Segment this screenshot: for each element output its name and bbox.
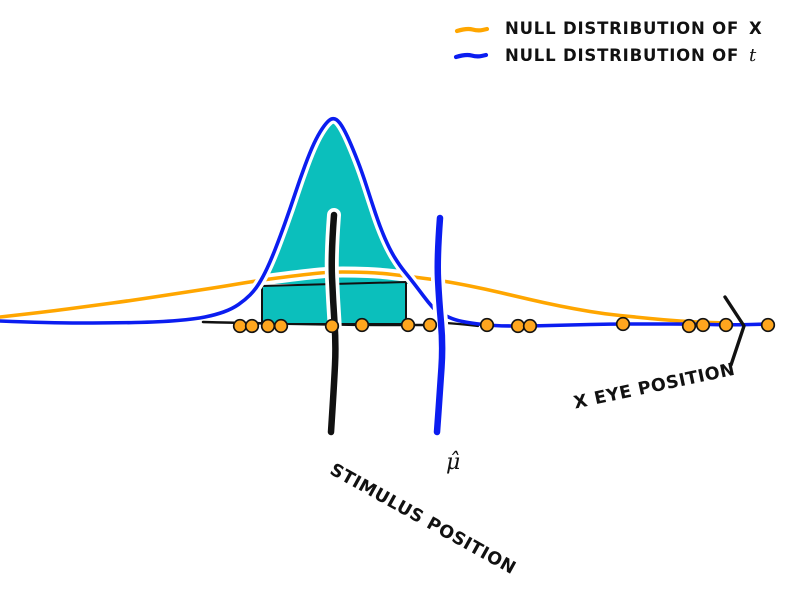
legend-item-t: NULL DISTRIBUTION OF t [505,45,757,66]
legend-label-x: NULL DISTRIBUTION OF [505,19,740,38]
x-distribution-curve [0,270,730,325]
eye-position-dot [615,316,631,332]
eye-position-marker: X [572,391,590,414]
eye-position-dot [479,317,495,333]
eye-position-dot [510,318,526,334]
eye-position-dot [718,317,734,333]
eye-position-dot [760,317,776,333]
legend-swatch-t [453,52,489,60]
eye-position-dot [695,317,711,333]
eye-position-dot [324,318,340,334]
eye-position-pointer [723,295,746,367]
legend-swatch-x [454,26,490,34]
mu-hat-line [433,214,446,436]
legend-variable-t: t [749,45,758,66]
eye-position-dot [422,317,438,333]
t-distribution-curve [0,116,774,328]
eye-position-dot [522,318,538,334]
mu-hat-label: μ̂ [446,450,461,475]
eye-position-dot [232,318,248,334]
eye-position-dot [244,318,260,334]
eye-position-dot [681,318,697,334]
legend-item-x: NULL DISTRIBUTION OF X [505,19,763,38]
t-distribution-fill [258,122,417,285]
eye-position-dot [354,317,370,333]
legend-variable-x: X [749,19,763,38]
eye-position-dot [260,318,276,334]
eye-position-dot [400,317,416,333]
baseline-stub [444,321,480,328]
legend-label-t: NULL DISTRIBUTION OF [505,46,740,65]
eye-position-dot [273,318,289,334]
